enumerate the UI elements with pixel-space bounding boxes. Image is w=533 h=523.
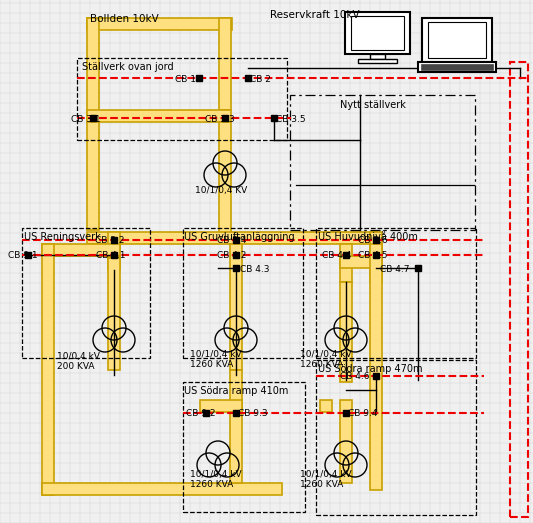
Text: CB 3.5: CB 3.5: [276, 115, 305, 124]
Bar: [87, 110, 231, 122]
Bar: [373, 252, 379, 258]
Bar: [87, 18, 232, 30]
Bar: [245, 75, 251, 81]
Bar: [42, 244, 120, 256]
Text: 1260 KVA: 1260 KVA: [300, 480, 343, 489]
Bar: [345, 12, 410, 54]
Text: CB 3.3: CB 3.3: [205, 115, 235, 124]
Bar: [316, 360, 476, 515]
Text: 10/1/0,4 KV: 10/1/0,4 KV: [195, 186, 247, 195]
Bar: [111, 237, 117, 243]
Bar: [196, 75, 202, 81]
Bar: [230, 370, 242, 483]
Bar: [219, 18, 231, 110]
Bar: [358, 59, 397, 63]
Bar: [370, 244, 382, 490]
Bar: [343, 252, 349, 258]
Text: Reservkraft 10kV: Reservkraft 10kV: [270, 10, 360, 20]
Bar: [373, 373, 379, 379]
Bar: [108, 258, 120, 370]
Text: CB 1: CB 1: [175, 75, 196, 84]
Bar: [42, 244, 54, 495]
Text: US Gruvluftanläggning: US Gruvluftanläggning: [184, 232, 295, 242]
Text: CB 9.3: CB 9.3: [238, 409, 268, 418]
Bar: [183, 228, 303, 358]
Text: CB 4.3: CB 4.3: [240, 265, 270, 274]
Text: CB 9.4: CB 9.4: [348, 409, 377, 418]
Text: 10/0,4 kV: 10/0,4 kV: [57, 352, 100, 361]
Bar: [340, 400, 352, 483]
Bar: [222, 115, 228, 121]
Bar: [87, 232, 377, 244]
Text: CB 4.2: CB 4.2: [217, 251, 246, 260]
Text: CB 3.6: CB 3.6: [358, 236, 387, 245]
Bar: [340, 244, 352, 282]
Bar: [510, 62, 528, 517]
Bar: [230, 244, 242, 370]
Bar: [25, 252, 31, 258]
Bar: [42, 483, 282, 495]
Bar: [233, 252, 239, 258]
Bar: [370, 232, 382, 282]
Text: US Södra ramp 470m: US Södra ramp 470m: [318, 364, 423, 374]
Bar: [87, 18, 99, 230]
Text: US Södra ramp 410m: US Södra ramp 410m: [184, 386, 288, 396]
Text: Bollden 10kV: Bollden 10kV: [90, 14, 159, 24]
Bar: [373, 237, 379, 243]
Text: CB 2: CB 2: [250, 75, 271, 84]
Bar: [340, 256, 382, 268]
Bar: [233, 410, 239, 416]
Bar: [370, 54, 385, 59]
Bar: [108, 232, 120, 270]
Text: 1260 KVA: 1260 KVA: [190, 480, 233, 489]
Text: CB 4.1: CB 4.1: [96, 251, 125, 260]
Bar: [415, 265, 421, 271]
Bar: [271, 115, 277, 121]
Bar: [203, 410, 209, 416]
Text: CB 4.4: CB 4.4: [322, 251, 351, 260]
Text: 10/1/0,4 kV: 10/1/0,4 kV: [300, 470, 352, 479]
Text: CB 4.7: CB 4.7: [380, 265, 409, 274]
Text: US Reningsverk: US Reningsverk: [24, 232, 101, 242]
Text: 10/1/0,4 kV: 10/1/0,4 kV: [300, 350, 352, 359]
Text: 1260 KVA: 1260 KVA: [190, 360, 233, 369]
Bar: [418, 62, 496, 72]
Bar: [233, 237, 239, 243]
Text: CB 3.2: CB 3.2: [95, 236, 125, 245]
Bar: [233, 265, 239, 271]
Text: CB 4.6: CB 4.6: [340, 372, 369, 381]
Text: 1260 KVA: 1260 KVA: [300, 360, 343, 369]
Bar: [340, 282, 352, 382]
Text: CB 9.1: CB 9.1: [8, 251, 38, 260]
Text: CB 9.2: CB 9.2: [186, 409, 215, 418]
Text: 10/1/0,4 kV: 10/1/0,4 kV: [190, 350, 241, 359]
Bar: [343, 410, 349, 416]
Text: Nytt ställverk: Nytt ställverk: [340, 100, 406, 110]
Bar: [316, 228, 476, 358]
Text: Ställverk ovan jord: Ställverk ovan jord: [82, 62, 174, 72]
Text: US Huvudnivå 400m: US Huvudnivå 400m: [318, 232, 418, 242]
Text: 200 KVA: 200 KVA: [57, 362, 94, 371]
Bar: [428, 22, 486, 58]
Bar: [111, 252, 117, 258]
Bar: [290, 95, 475, 230]
Bar: [320, 400, 332, 412]
Text: 10/1/0,4 kV: 10/1/0,4 kV: [190, 470, 241, 479]
Bar: [90, 115, 96, 121]
Text: CB 3.4: CB 3.4: [217, 236, 246, 245]
Text: CB 3.1: CB 3.1: [71, 115, 101, 124]
Text: CB 4.5: CB 4.5: [358, 251, 387, 260]
Bar: [219, 122, 231, 242]
Bar: [422, 18, 492, 62]
Bar: [351, 16, 404, 50]
Bar: [22, 228, 150, 358]
Bar: [200, 400, 242, 412]
Bar: [77, 58, 287, 140]
Bar: [421, 64, 493, 70]
Bar: [183, 382, 305, 512]
